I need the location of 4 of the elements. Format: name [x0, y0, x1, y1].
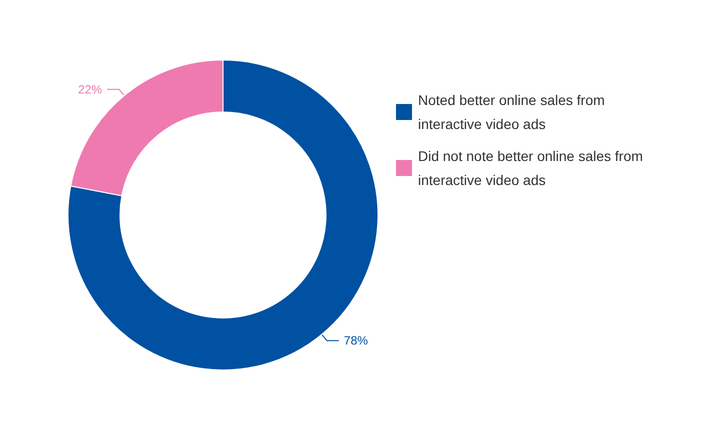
- legend-label: Noted better online sales from interactive video ads: [418, 91, 606, 134]
- legend-label: Did not note better online sales from interactive video ads: [418, 147, 644, 190]
- data-label: 78%: [344, 334, 368, 348]
- data-label: 22%: [78, 82, 102, 96]
